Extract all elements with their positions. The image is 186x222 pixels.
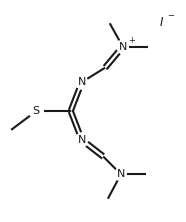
Text: N: N — [117, 169, 125, 179]
Text: N: N — [118, 42, 127, 52]
Text: +: + — [128, 36, 135, 45]
Text: I: I — [160, 16, 163, 29]
Text: N: N — [78, 77, 86, 87]
Text: S: S — [33, 106, 40, 116]
Text: N: N — [78, 135, 86, 145]
Text: −: − — [167, 12, 174, 20]
